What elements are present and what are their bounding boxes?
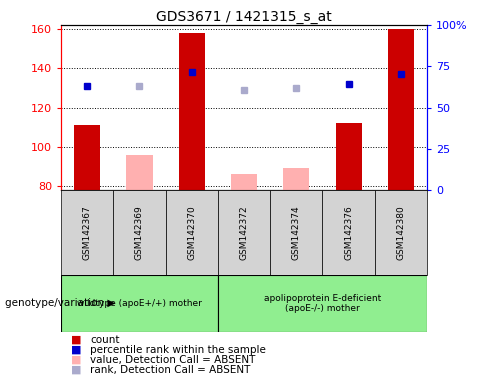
Bar: [218, 275, 427, 332]
Text: genotype/variation ▶: genotype/variation ▶: [5, 298, 115, 308]
Text: ■: ■: [71, 345, 81, 355]
Text: GDS3671 / 1421315_s_at: GDS3671 / 1421315_s_at: [156, 10, 332, 23]
Text: rank, Detection Call = ABSENT: rank, Detection Call = ABSENT: [90, 365, 251, 375]
Bar: [231, 174, 257, 190]
Text: GSM142369: GSM142369: [135, 205, 144, 260]
Text: wildtype (apoE+/+) mother: wildtype (apoE+/+) mother: [77, 299, 202, 308]
Bar: [388, 29, 414, 190]
Text: count: count: [90, 335, 120, 345]
Bar: [283, 169, 309, 190]
Text: value, Detection Call = ABSENT: value, Detection Call = ABSENT: [90, 355, 256, 365]
Bar: [113, 190, 165, 275]
Bar: [218, 190, 270, 275]
Text: apolipoprotein E-deficient
(apoE-/-) mother: apolipoprotein E-deficient (apoE-/-) mot…: [264, 294, 381, 313]
Bar: [323, 190, 375, 275]
Bar: [336, 123, 362, 190]
Bar: [165, 190, 218, 275]
Bar: [61, 275, 218, 332]
Text: GSM142376: GSM142376: [344, 205, 353, 260]
Bar: [270, 190, 323, 275]
Text: GSM142372: GSM142372: [240, 205, 248, 260]
Bar: [375, 190, 427, 275]
Bar: [179, 33, 205, 190]
Text: GSM142367: GSM142367: [82, 205, 92, 260]
Text: GSM142374: GSM142374: [292, 205, 301, 260]
Text: ■: ■: [71, 355, 81, 365]
Bar: [74, 125, 100, 190]
Bar: [61, 190, 113, 275]
Text: ■: ■: [71, 365, 81, 375]
Text: GSM142380: GSM142380: [396, 205, 406, 260]
Text: percentile rank within the sample: percentile rank within the sample: [90, 345, 266, 355]
Text: ■: ■: [71, 335, 81, 345]
Text: GSM142370: GSM142370: [187, 205, 196, 260]
Bar: [126, 155, 152, 190]
